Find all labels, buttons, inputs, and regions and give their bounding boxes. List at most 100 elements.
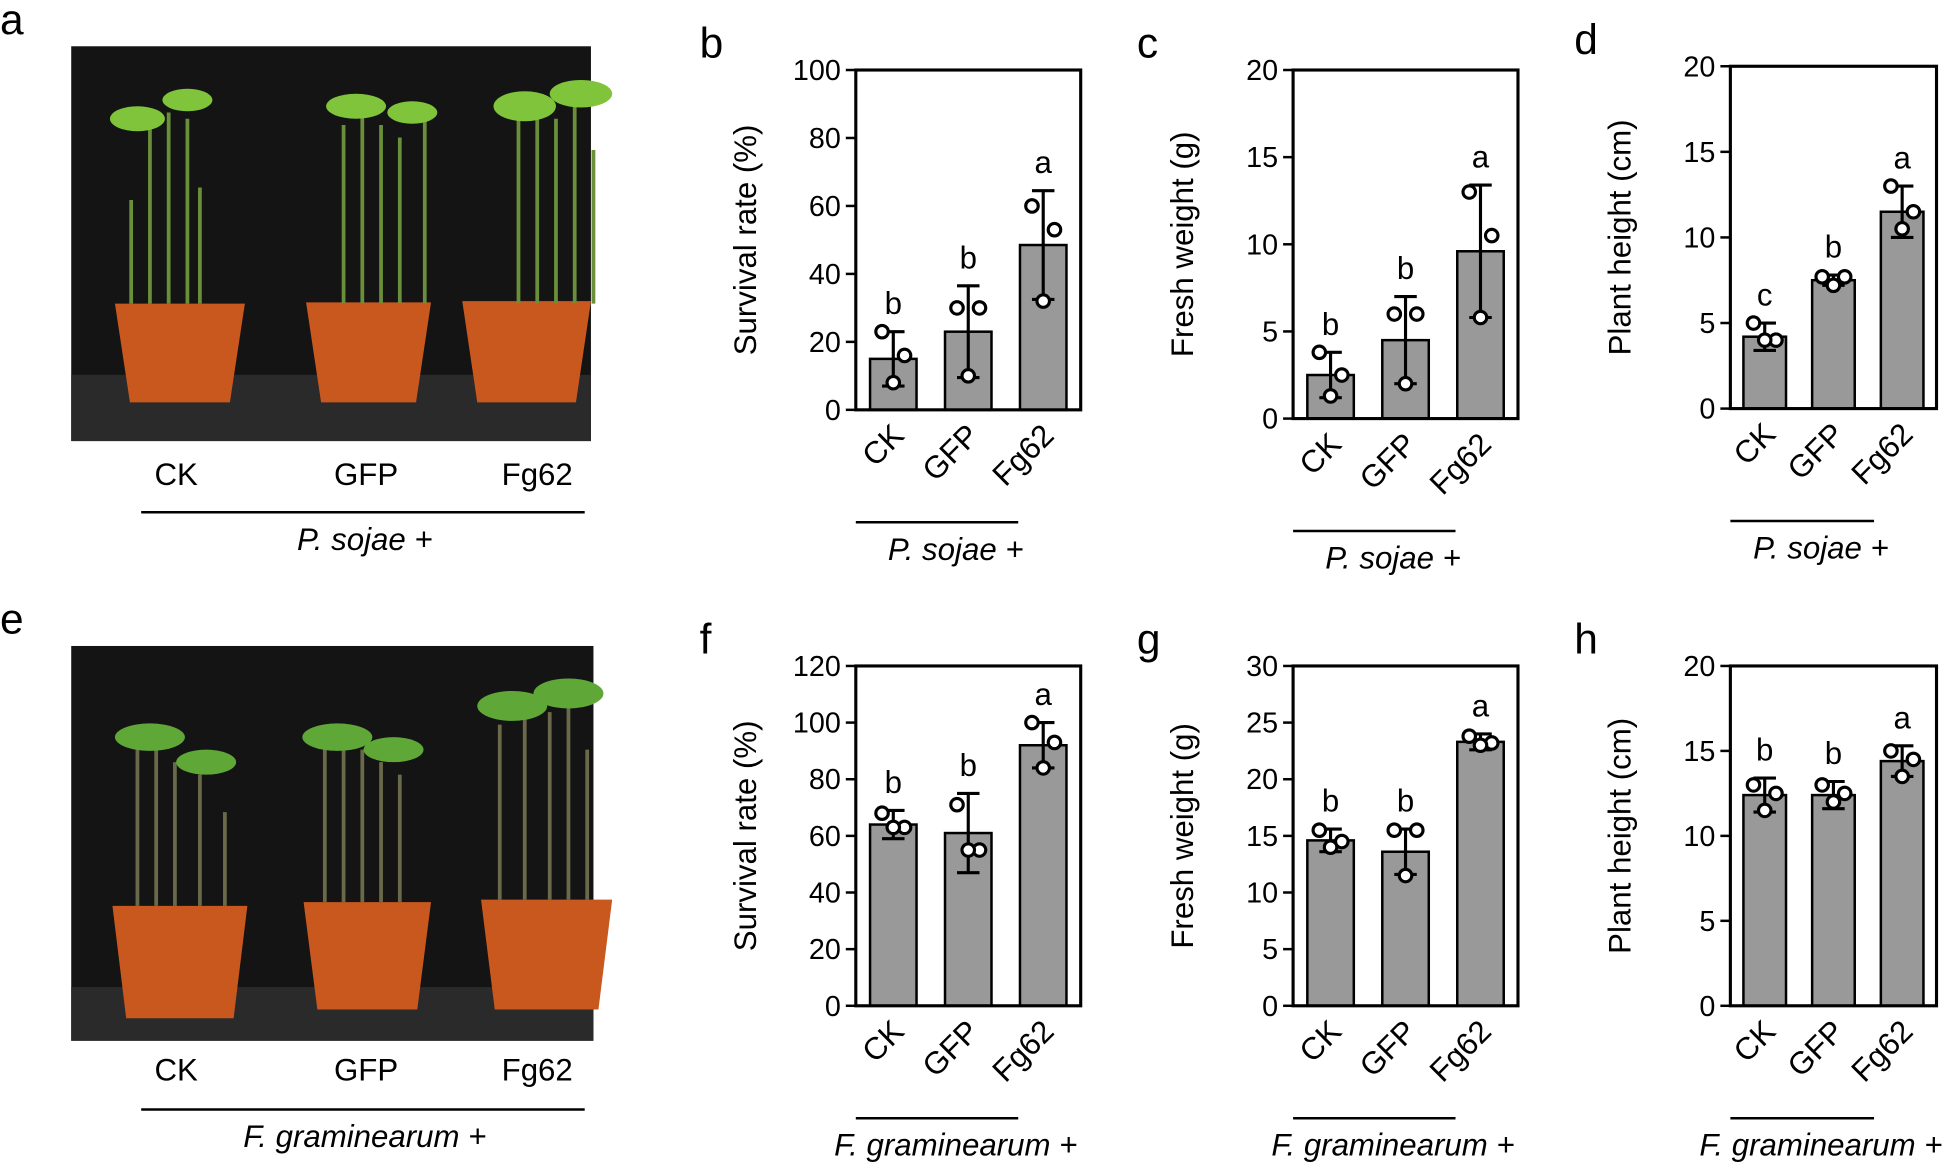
y-tick-label: 0	[1262, 991, 1278, 1023]
group-label: F. graminearum +	[1699, 1128, 1942, 1163]
x-tick-label: GFP	[916, 1013, 986, 1083]
chart: f Survival rate (%) 0 20 40 60 80 100 120 b CK b GFP…	[700, 615, 1083, 1163]
data-point	[1825, 794, 1842, 810]
y-tick-label: 10	[1246, 878, 1278, 910]
y-axis-label: Plant height (cm)	[1602, 119, 1637, 355]
y-tick-label: 20	[1246, 55, 1278, 87]
bar	[1810, 793, 1856, 1008]
y-tick-label: 80	[809, 764, 841, 796]
data-point	[949, 300, 965, 316]
data-point	[960, 842, 977, 858]
significance-letter: a	[1035, 145, 1053, 180]
data-point	[1814, 777, 1831, 793]
data-point	[1461, 184, 1478, 200]
y-axis-label: Survival rate (%)	[728, 721, 763, 952]
photo-label: Fg62	[502, 1053, 573, 1088]
x-tick-label: GFP	[1781, 1013, 1851, 1083]
significance-letter: b	[1825, 230, 1842, 265]
data-point	[1386, 306, 1403, 322]
data-point	[1883, 178, 1899, 194]
y-tick-label: 20	[1246, 764, 1278, 796]
chart: g Fresh weight (g) 0 5 10 15 20 25 30 b CK b GFP a Fg6…	[1137, 615, 1520, 1163]
significance-letter: b	[1825, 736, 1842, 771]
bar	[1879, 759, 1925, 1008]
leaves	[109, 80, 613, 132]
panel-letter: g	[1137, 615, 1161, 662]
axes-frame	[854, 68, 1083, 412]
significance-letter: a	[1472, 140, 1490, 175]
data-point	[949, 796, 965, 813]
data-point	[1894, 221, 1910, 237]
y-tick-label: 40	[809, 259, 841, 291]
data-point	[885, 374, 902, 391]
axes-frame	[1291, 664, 1520, 1008]
group-label: P. sojae +	[888, 532, 1024, 567]
photo-label: GFP	[334, 1053, 398, 1088]
photo-label: Fg62	[502, 457, 573, 492]
y-tick-label: 20	[1683, 51, 1715, 83]
x-tick-label: CK	[1293, 426, 1349, 482]
pots	[112, 899, 613, 1019]
y-tick-label: 30	[1246, 651, 1278, 683]
panel-letter: h	[1574, 615, 1598, 662]
x-tick-label: Fg62	[1845, 1013, 1920, 1088]
data-point	[1035, 293, 1052, 309]
x-tick-label: GFP	[916, 418, 986, 488]
significance-letter: b	[1756, 733, 1773, 768]
data-point	[1397, 867, 1414, 884]
y-tick-label: 5	[1699, 308, 1715, 340]
y-tick-label: 0	[1699, 394, 1715, 426]
axes-frame	[1291, 68, 1520, 421]
group-label: P. sojae +	[1753, 531, 1889, 566]
data-point	[1756, 802, 1773, 819]
significance-letter: b	[1397, 784, 1414, 819]
y-tick-label: 0	[825, 395, 841, 427]
data-point	[971, 300, 988, 316]
y-axis-label: Fresh weight (g)	[1165, 132, 1200, 358]
significance-letter: b	[1322, 784, 1339, 819]
y-tick-label: 10	[1246, 229, 1278, 261]
data-point	[1322, 839, 1339, 856]
photo-label: GFP	[334, 457, 398, 492]
y-tick-label: 60	[809, 191, 841, 223]
error-bar	[957, 791, 980, 875]
panel-letter: c	[1137, 20, 1158, 67]
data-point	[1836, 268, 1853, 285]
bar	[1810, 278, 1856, 410]
pots	[114, 301, 591, 403]
data-point	[1905, 751, 1922, 768]
group-label: P. sojae +	[1325, 541, 1461, 576]
y-tick-label: 15	[1683, 736, 1715, 768]
data-point	[885, 819, 902, 836]
x-tick-label: CK	[1727, 1013, 1783, 1069]
group-label: F. graminearum +	[1271, 1128, 1514, 1163]
x-tick-label: Fg62	[1423, 426, 1498, 501]
stems	[129, 99, 596, 304]
panel-letter: d	[1574, 16, 1598, 63]
data-point	[1334, 367, 1350, 383]
data-point	[1397, 375, 1414, 392]
x-tick-label: CK	[855, 1013, 911, 1069]
photo-label: CK	[154, 457, 198, 492]
x-tick-label: Fg62	[986, 418, 1061, 493]
y-tick-label: 5	[1699, 906, 1715, 938]
y-tick-label: 20	[809, 327, 841, 359]
data-point	[1046, 221, 1063, 238]
data-point	[1483, 227, 1500, 244]
chart: c Fresh weight (g) 0 5 10 15 20 b CK b GFP a Fg62 P. …	[1137, 20, 1520, 576]
group-label: P. sojae +	[297, 522, 433, 557]
significance-letter: c	[1757, 278, 1773, 313]
data-point	[874, 805, 890, 822]
x-tick-label: GFP	[1353, 1013, 1423, 1083]
data-point	[1472, 309, 1489, 326]
group-label: F. graminearum +	[243, 1119, 486, 1154]
leaves	[114, 678, 604, 775]
chart: h Plant height (cm) 0 5 10 15 20 b CK b GFP a Fg62 F.…	[1574, 615, 1942, 1162]
y-tick-label: 0	[1699, 991, 1715, 1023]
significance-letter: a	[1035, 677, 1053, 712]
chart: b Survival rate (%) 0 20 40 60 80 100 b CK b GFP a Fg…	[700, 20, 1083, 567]
data-point	[1883, 743, 1899, 759]
y-tick-label: 15	[1246, 821, 1278, 853]
y-axis-label: Plant height (cm)	[1602, 718, 1637, 954]
